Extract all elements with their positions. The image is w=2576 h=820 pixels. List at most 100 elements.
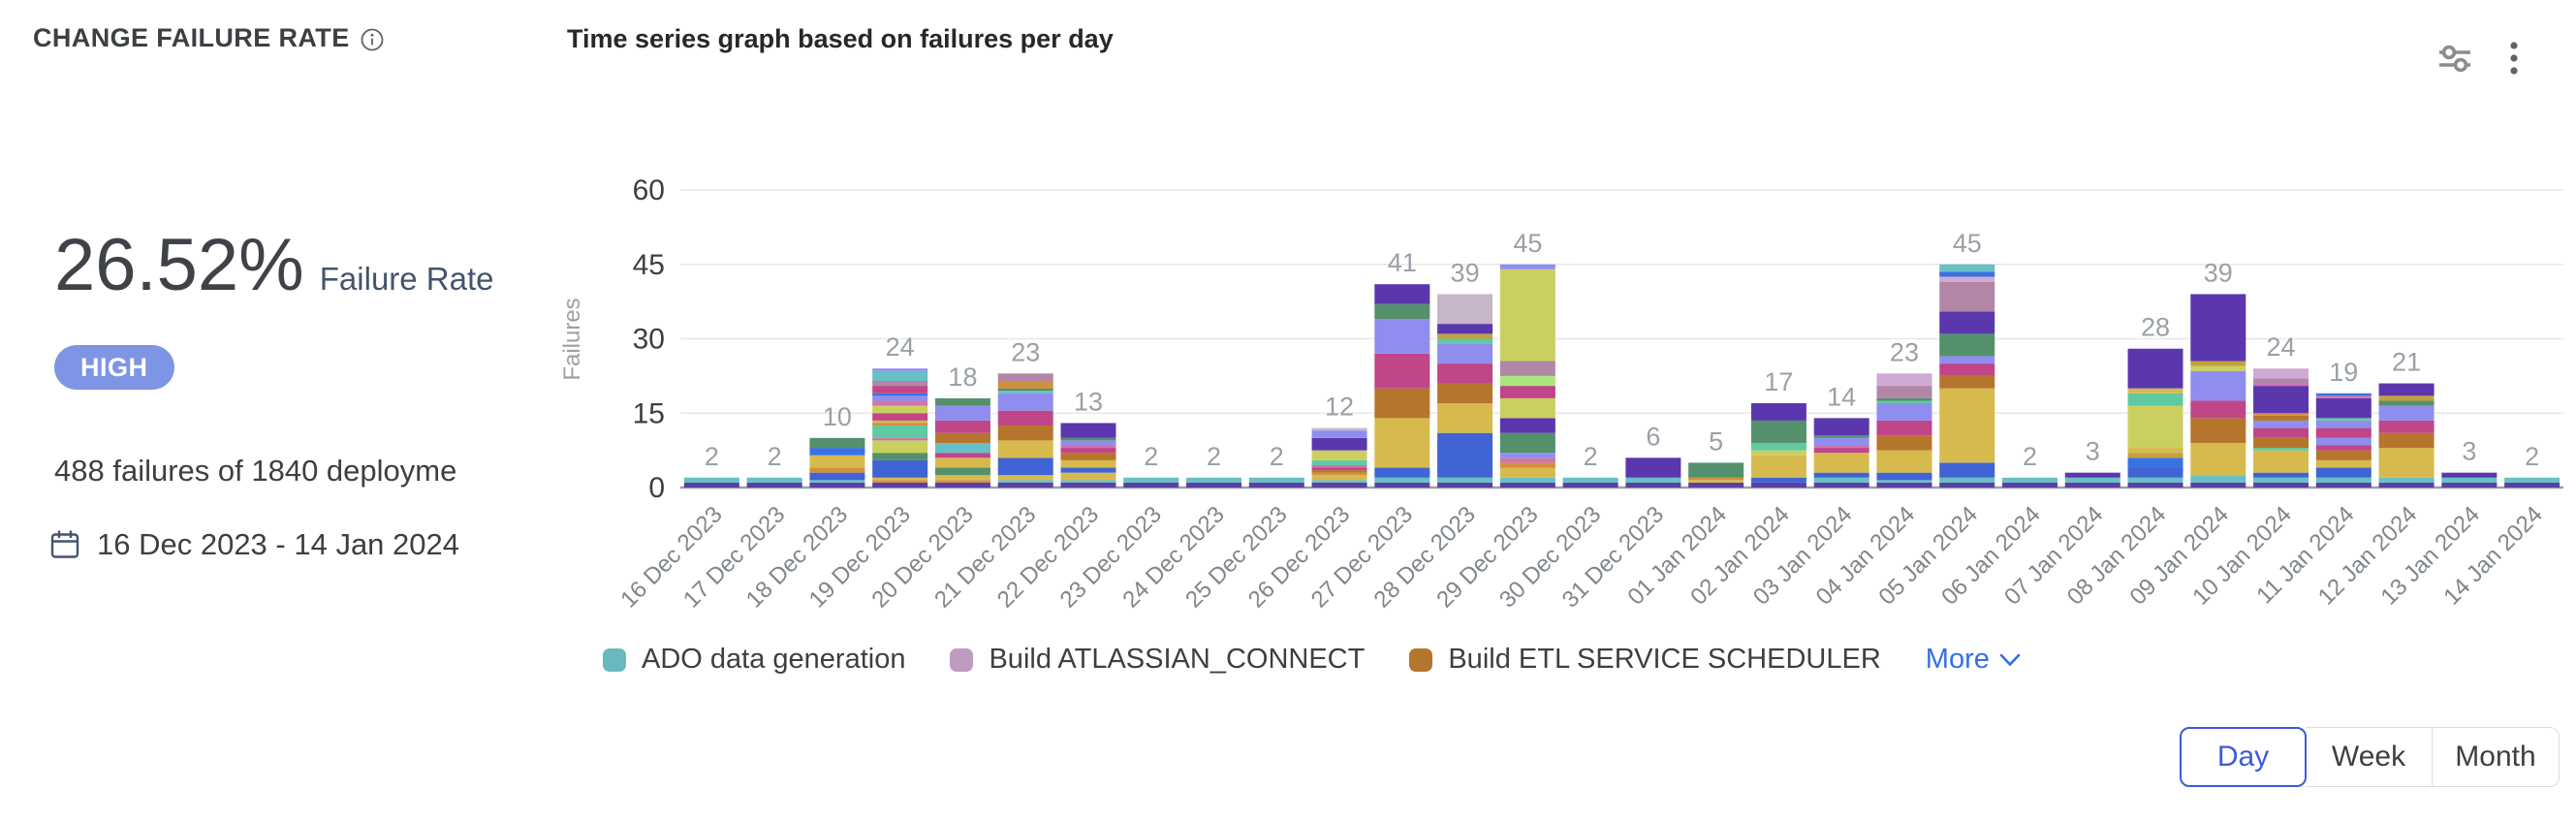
bar-segment[interactable]: [2378, 395, 2435, 401]
bar-segment[interactable]: [2315, 395, 2372, 398]
bar-segment[interactable]: [1437, 324, 1493, 334]
bar-31 Dec 2023[interactable]: [1625, 457, 1681, 488]
bar-segment[interactable]: [1311, 427, 1367, 431]
bar-segment[interactable]: [2127, 348, 2183, 389]
bar-segment[interactable]: [1499, 482, 1555, 488]
bar-segment[interactable]: [1499, 432, 1555, 454]
bar-segment[interactable]: [2253, 482, 2309, 488]
bar-segment[interactable]: [1625, 477, 1681, 483]
bar-segment[interactable]: [1499, 418, 1555, 433]
bar-segment[interactable]: [809, 467, 865, 473]
bar-segment[interactable]: [872, 477, 928, 481]
bar-segment[interactable]: [1311, 464, 1367, 468]
bar-segment[interactable]: [1374, 303, 1430, 320]
bar-segment[interactable]: [1060, 467, 1116, 473]
bar-segment[interactable]: [1437, 343, 1493, 364]
bar-segment[interactable]: [1186, 477, 1242, 483]
bar-segment[interactable]: [2378, 405, 2435, 421]
bar-segment[interactable]: [1939, 276, 1995, 282]
bar-08 Jan 2024[interactable]: [2127, 348, 2183, 488]
bar-23 Dec 2023[interactable]: [1123, 477, 1179, 488]
bar-segment[interactable]: [809, 437, 865, 449]
bar-segment[interactable]: [1060, 445, 1116, 449]
bar-segment[interactable]: [872, 393, 928, 396]
bar-segment[interactable]: [809, 472, 865, 481]
bar-02 Jan 2024[interactable]: [1750, 403, 1806, 488]
granularity-month-button[interactable]: Month: [2433, 727, 2560, 787]
bar-segment[interactable]: [2315, 445, 2372, 451]
bar-26 Dec 2023[interactable]: [1311, 427, 1367, 488]
bar-segment[interactable]: [1311, 437, 1367, 451]
bar-segment[interactable]: [2504, 482, 2560, 488]
bar-segment[interactable]: [2253, 450, 2309, 473]
kebab-menu-icon[interactable]: [2507, 39, 2521, 78]
bar-segment[interactable]: [1499, 397, 1555, 419]
bar-segment[interactable]: [1688, 477, 1744, 481]
bar-segment[interactable]: [1750, 403, 1806, 421]
bar-segment[interactable]: [872, 480, 928, 483]
bar-11 Jan 2024[interactable]: [2315, 393, 2372, 488]
bar-segment[interactable]: [2190, 418, 2246, 443]
bar-segment[interactable]: [872, 395, 928, 401]
bar-segment[interactable]: [2190, 365, 2246, 371]
bar-segment[interactable]: [1437, 383, 1493, 404]
bar-segment[interactable]: [1750, 455, 1806, 478]
bar-segment[interactable]: [872, 437, 928, 441]
bar-segment[interactable]: [1939, 482, 1995, 488]
bar-segment[interactable]: [2253, 477, 2309, 483]
bar-segment[interactable]: [809, 480, 865, 483]
bar-segment[interactable]: [1750, 482, 1806, 488]
bar-segment[interactable]: [683, 477, 739, 483]
bar-segment[interactable]: [2378, 432, 2435, 449]
bar-segment[interactable]: [872, 413, 928, 421]
bar-segment[interactable]: [2315, 420, 2372, 428]
bar-segment[interactable]: [2315, 418, 2372, 421]
bar-24 Dec 2023[interactable]: [1186, 477, 1242, 488]
bar-segment[interactable]: [2315, 427, 2372, 438]
bar-segment[interactable]: [1813, 482, 1869, 488]
bar-segment[interactable]: [2190, 400, 2246, 419]
bar-segment[interactable]: [1374, 284, 1430, 304]
bar-17 Dec 2023[interactable]: [746, 477, 802, 488]
bar-10 Jan 2024[interactable]: [2253, 368, 2309, 488]
bar-03 Jan 2024[interactable]: [1813, 418, 1869, 488]
bar-segment[interactable]: [1876, 373, 1932, 387]
bar-segment[interactable]: [1060, 423, 1116, 438]
bar-segment[interactable]: [683, 482, 739, 488]
bar-segment[interactable]: [2190, 294, 2246, 362]
bar-segment[interactable]: [872, 440, 928, 454]
bar-segment[interactable]: [872, 482, 928, 488]
bar-segment[interactable]: [997, 426, 1053, 441]
bar-segment[interactable]: [2378, 383, 2435, 396]
bar-20 Dec 2023[interactable]: [934, 397, 990, 488]
bar-segment[interactable]: [1437, 363, 1493, 384]
bar-segment[interactable]: [2315, 482, 2372, 488]
bar-29 Dec 2023[interactable]: [1499, 264, 1555, 488]
bar-segment[interactable]: [809, 455, 865, 468]
bar-segment[interactable]: [2253, 378, 2309, 384]
bar-segment[interactable]: [2441, 472, 2497, 478]
bar-segment[interactable]: [2127, 405, 2183, 449]
legend-item-build-atlassian-connect[interactable]: Build ATLASSIAN_CONNECT: [950, 644, 1365, 676]
bar-segment[interactable]: [746, 477, 802, 483]
bar-segment[interactable]: [2315, 450, 2372, 460]
bar-segment[interactable]: [997, 440, 1053, 458]
bar-segment[interactable]: [1939, 462, 1995, 478]
bar-segment[interactable]: [1562, 477, 1618, 483]
bar-segment[interactable]: [1374, 319, 1430, 354]
bar-27 Dec 2023[interactable]: [1374, 284, 1430, 488]
bar-segment[interactable]: [1311, 482, 1367, 488]
bar-segment[interactable]: [1813, 435, 1869, 438]
bar-segment[interactable]: [997, 457, 1053, 476]
bar-segment[interactable]: [1437, 482, 1493, 488]
bar-segment[interactable]: [1248, 482, 1304, 488]
bar-segment[interactable]: [1813, 472, 1869, 478]
bar-18 Dec 2023[interactable]: [809, 437, 865, 488]
bar-segment[interactable]: [2253, 427, 2309, 438]
bar-segment[interactable]: [934, 432, 990, 443]
bar-segment[interactable]: [1437, 338, 1493, 344]
bar-segment[interactable]: [1499, 264, 1555, 269]
bar-segment[interactable]: [1939, 311, 1995, 334]
bar-segment[interactable]: [1311, 430, 1367, 438]
bar-segment[interactable]: [1499, 268, 1555, 362]
